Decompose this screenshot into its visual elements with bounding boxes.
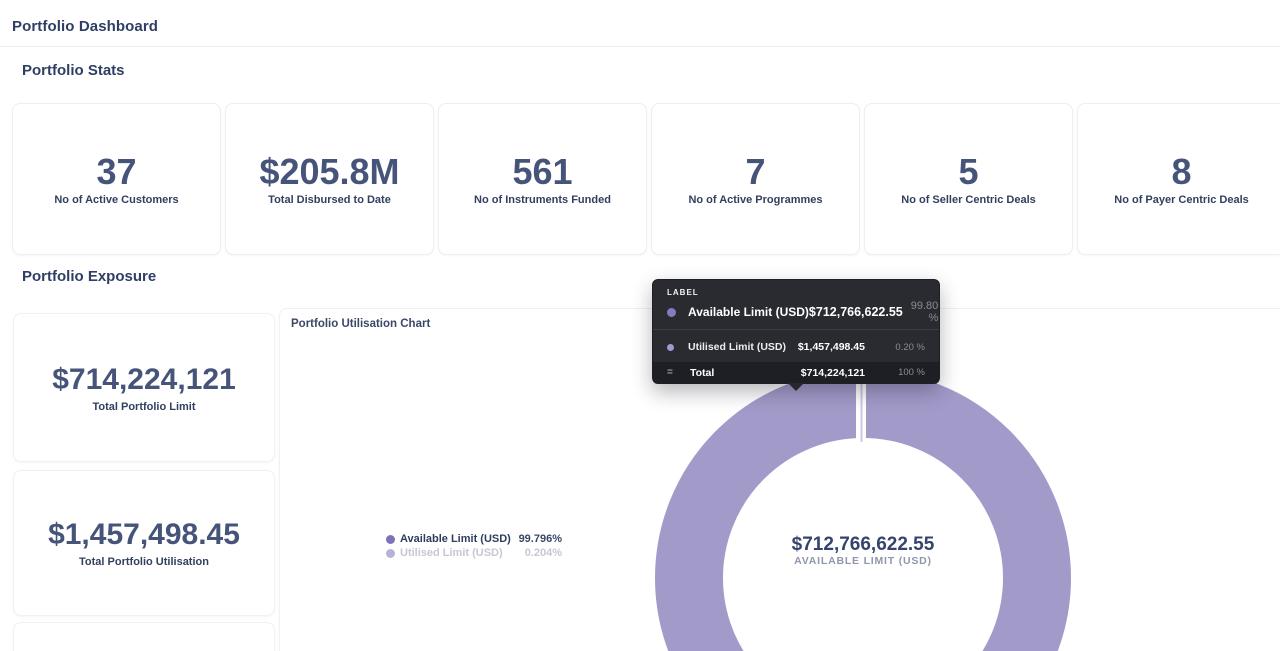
card-total-portfolio-utilisation: $1,457,498.45 Total Portfolio Utilisatio… <box>13 470 275 616</box>
legend-item-available-limit[interactable]: Available Limit (USD) 99.796% <box>386 532 562 546</box>
tooltip-total-percent: 100 % <box>898 367 925 378</box>
exposure-value: $1,457,498.45 <box>48 518 240 551</box>
stat-card-payer-centric-deals: 8 No of Payer Centric Deals <box>1077 103 1280 255</box>
tooltip-row-utilised: Utilised Limit (USD) $1,457,498.45 0.20 … <box>653 338 939 356</box>
stat-label: No of Instruments Funded <box>474 194 611 207</box>
stat-value: $205.8M <box>259 150 400 192</box>
chart-tooltip: LABEL Available Limit (USD) $712,766,622… <box>652 279 940 391</box>
donut-chart[interactable] <box>647 368 1079 651</box>
stat-card-instruments-funded: 561 No of Instruments Funded <box>438 103 647 255</box>
tooltip-series-value: $1,457,498.45 <box>797 341 865 353</box>
tooltip-series-percent: 99.80 % <box>910 300 939 324</box>
card-partial-bottom <box>13 622 275 651</box>
tooltip-row-total: = Total $714,224,121 100 % <box>653 362 939 383</box>
legend-percent: 99.796% <box>518 533 562 545</box>
stat-card-total-disbursed: $205.8M Total Disbursed to Date <box>225 103 434 255</box>
legend-label: Available Limit (USD) <box>400 533 511 545</box>
exposure-label: Total Portfolio Limit <box>92 400 196 413</box>
tooltip-dot-utilised-icon <box>667 343 674 351</box>
tooltip-series-value: $712,766,622.55 <box>808 305 903 319</box>
tooltip-series-name: Available Limit (USD) <box>688 305 809 319</box>
stat-label: No of Active Customers <box>54 194 179 207</box>
legend-dot-available-icon <box>386 534 395 544</box>
exposure-label: Total Portfolio Utilisation <box>79 556 209 568</box>
legend-label: Utilised Limit (USD) <box>400 547 503 559</box>
donut-chart-svg <box>655 368 1071 651</box>
stat-label: No of Seller Centric Deals <box>901 194 1036 207</box>
equals-icon: = <box>667 367 673 378</box>
chart-title: Portfolio Utilisation Chart <box>291 318 431 330</box>
tooltip-divider <box>653 329 939 330</box>
stat-value: 8 <box>1171 150 1192 192</box>
tooltip-series-name: Utilised Limit (USD) <box>688 341 787 353</box>
tooltip-row-available: Available Limit (USD) $712,766,622.55 99… <box>653 300 939 324</box>
stat-card-active-customers: 37 No of Active Customers <box>12 103 221 255</box>
stats-card-row: 37 No of Active Customers $205.8M Total … <box>12 103 1280 255</box>
tooltip-series-percent: 0.20 % <box>895 341 925 353</box>
stat-card-seller-centric-deals: 5 No of Seller Centric Deals <box>864 103 1073 255</box>
section-title-portfolio-exposure: Portfolio Exposure <box>22 268 157 285</box>
stat-value: 37 <box>96 150 137 192</box>
tooltip-total-label: Total <box>690 366 715 379</box>
stat-value: 561 <box>512 150 573 192</box>
page-title: Portfolio Dashboard <box>12 17 159 35</box>
donut-slice-utilised[interactable] <box>860 370 863 442</box>
stat-value: 7 <box>745 150 766 192</box>
card-total-portfolio-limit: $714,224,121 Total Portfolio Limit <box>13 313 275 462</box>
stat-label: No of Active Programmes <box>688 194 823 207</box>
stat-value: 5 <box>958 150 979 192</box>
legend-percent: 0.204% <box>524 547 562 559</box>
donut-center-label: AVAILABLE LIMIT (USD) <box>794 555 932 567</box>
stat-card-active-programmes: 7 No of Active Programmes <box>651 103 860 255</box>
tooltip-header: LABEL <box>667 288 699 297</box>
tooltip-total-value: $714,224,121 <box>800 366 865 379</box>
exposure-card-column: $714,224,121 Total Portfolio Limit $1,45… <box>13 313 275 651</box>
section-title-portfolio-stats: Portfolio Stats <box>22 62 125 79</box>
stat-label: No of Payer Centric Deals <box>1114 194 1249 207</box>
legend-dot-utilised-icon <box>386 548 395 558</box>
tooltip-dot-available-icon <box>667 307 676 317</box>
donut-center-value: $712,766,622.55 <box>791 534 935 555</box>
legend-item-utilised-limit[interactable]: Utilised Limit (USD) 0.204% <box>386 546 562 560</box>
exposure-value: $714,224,121 <box>52 362 236 396</box>
chart-legend: Available Limit (USD) 99.796% Utilised L… <box>386 532 562 560</box>
stat-label: Total Disbursed to Date <box>268 194 391 207</box>
top-bar: Portfolio Dashboard <box>0 0 1280 47</box>
